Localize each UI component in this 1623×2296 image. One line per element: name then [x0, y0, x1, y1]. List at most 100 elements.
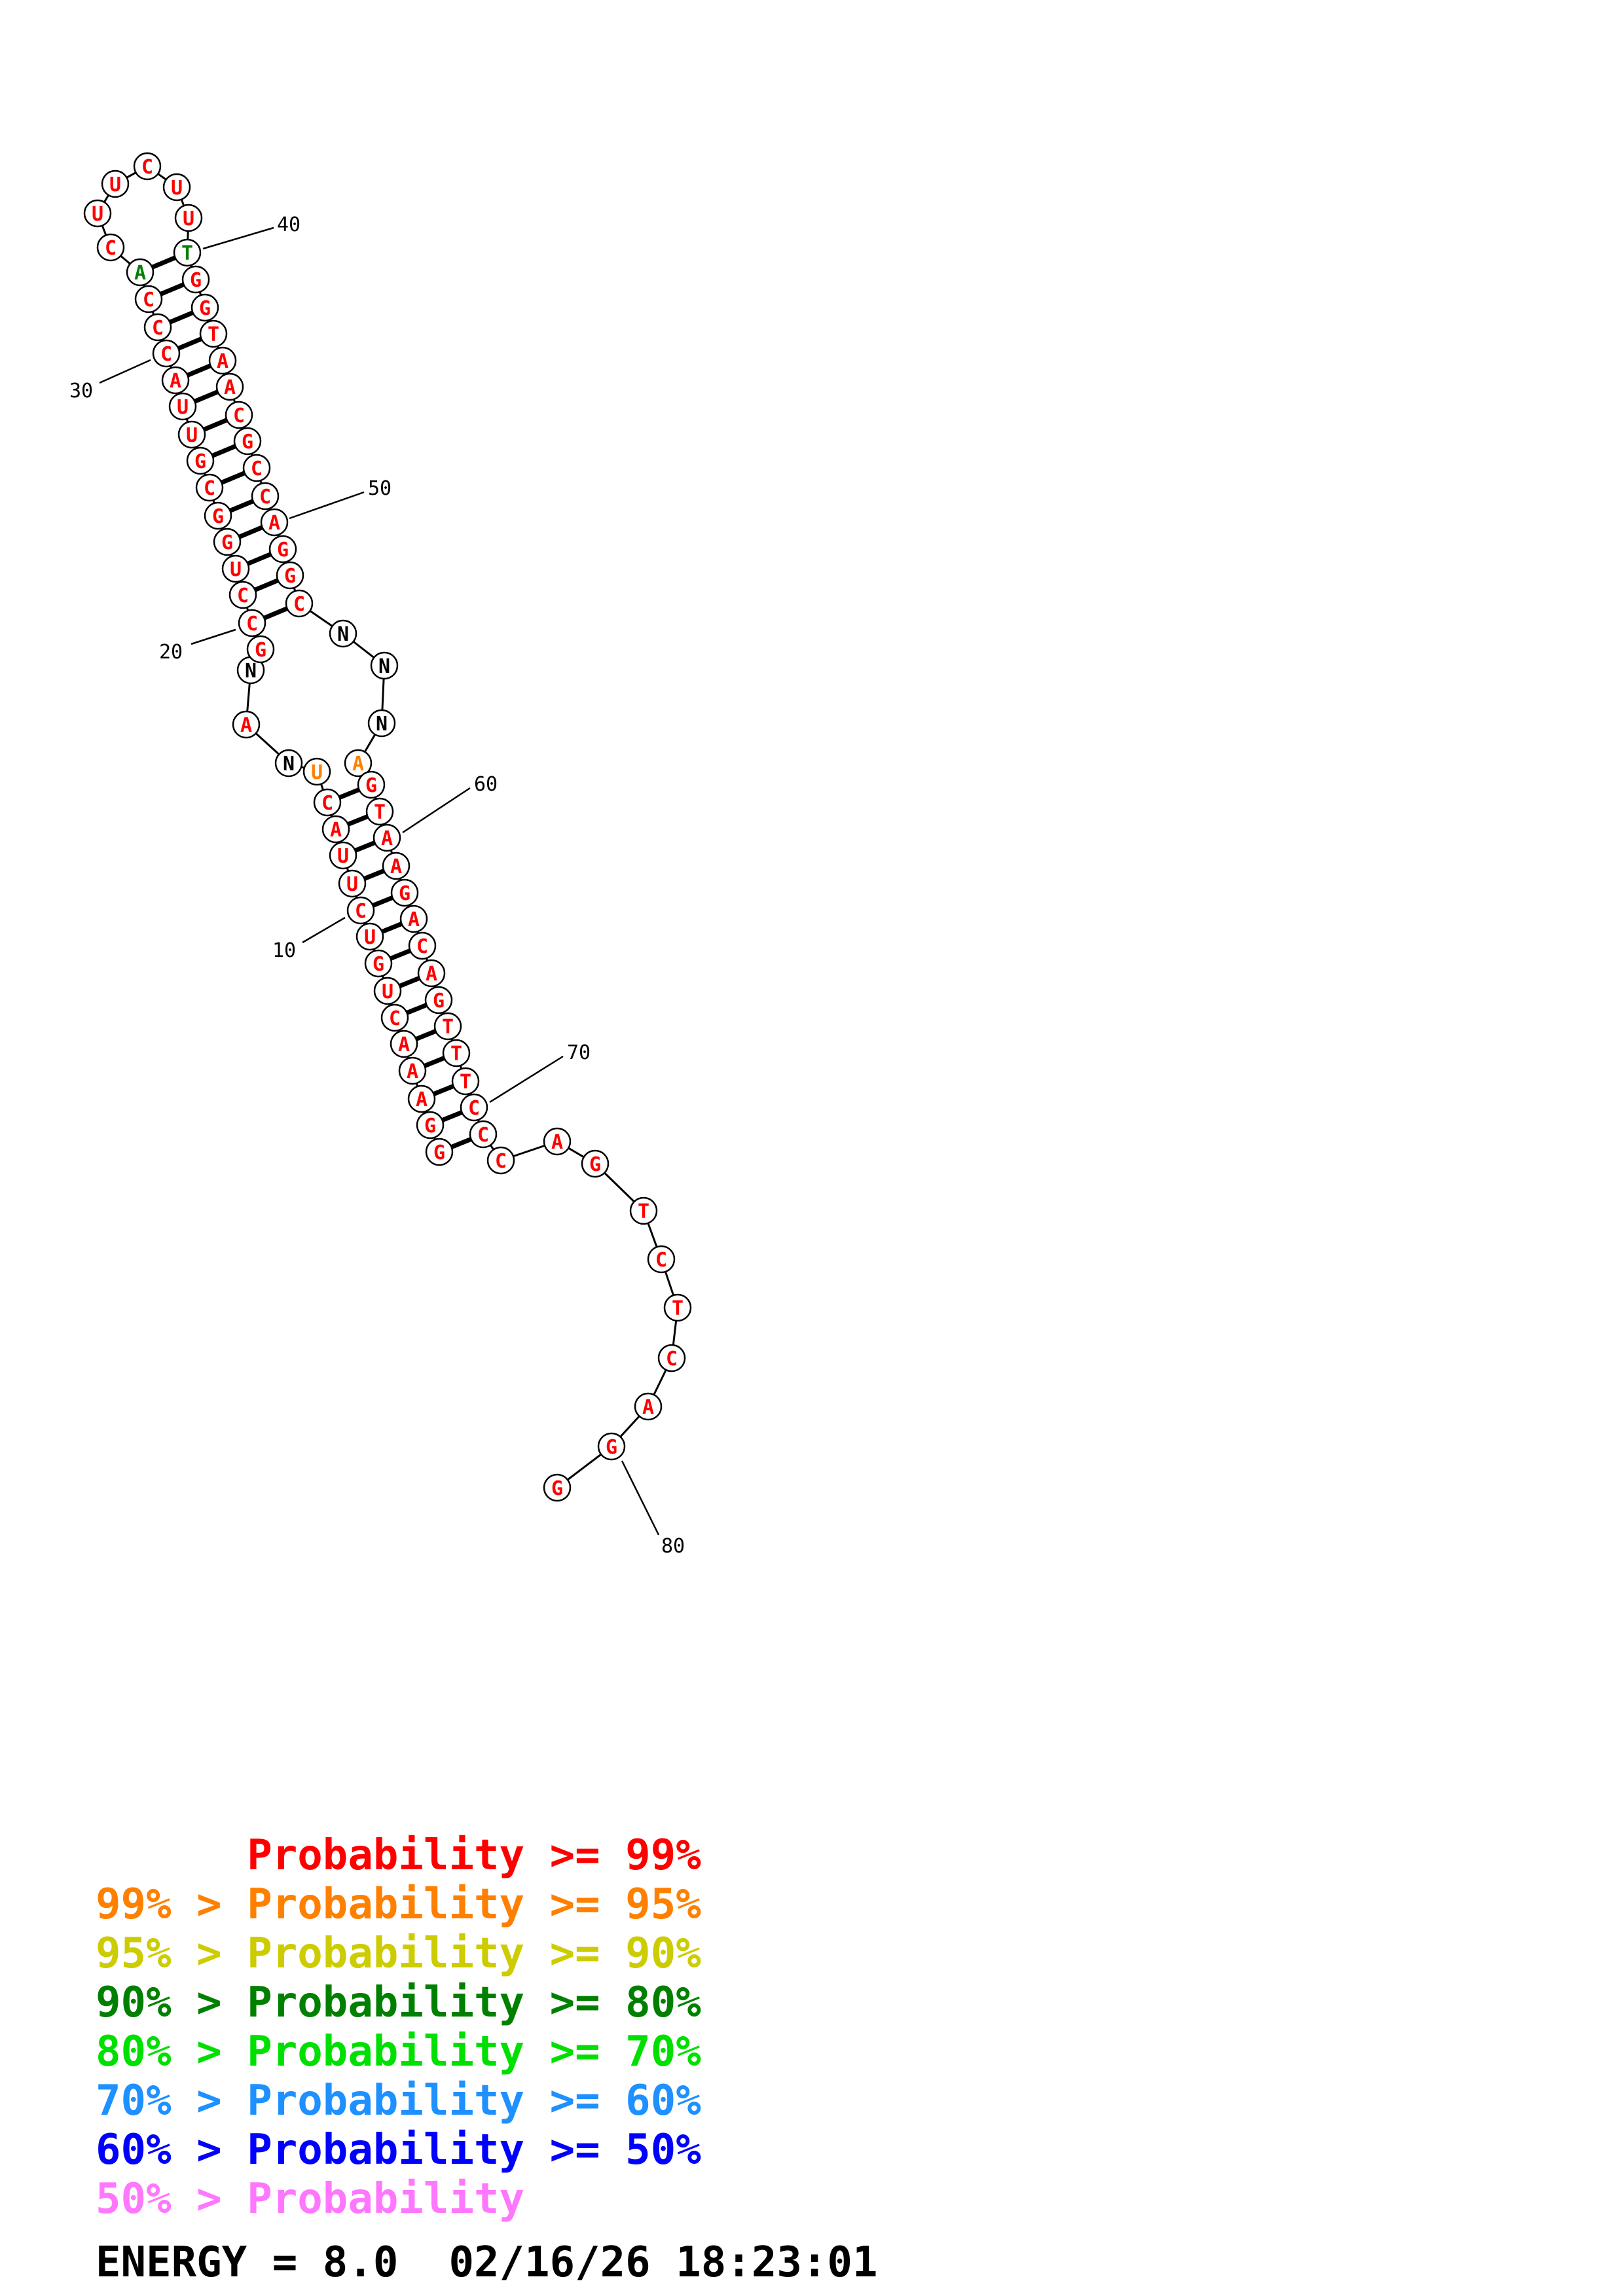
- nucleotide-circle: [370, 651, 399, 680]
- nucleotide-letter: G: [194, 450, 206, 473]
- nucleotide-circle: [581, 1149, 610, 1178]
- nucleotide-letter: T: [638, 1200, 649, 1223]
- nucleotide-letter: A: [240, 714, 252, 737]
- nucleotide-circle: [663, 1293, 692, 1322]
- nucleotide-circle: [321, 815, 350, 844]
- nucleotide-letter: C: [204, 477, 215, 500]
- nucleotide-letter: N: [378, 655, 390, 678]
- nucleotide-circle: [260, 508, 289, 537]
- nucleotide-letter: C: [233, 404, 245, 427]
- nucleotide-circle: [408, 931, 437, 960]
- nucleotide-circle: [356, 922, 384, 951]
- nucleotide-letter: N: [376, 713, 388, 736]
- nucleotide-letter: U: [186, 424, 198, 447]
- legend-row: 90% > Probability >= 80%: [96, 1979, 701, 2027]
- legend-row: 60% > Probability >= 50%: [96, 2126, 701, 2174]
- legend-row: Probability >= 99%: [96, 1831, 701, 1880]
- legend-row: 95% > Probability >= 90%: [96, 1929, 701, 1978]
- nucleotide-letter: T: [450, 1043, 462, 1066]
- nucleotide-letter: G: [433, 1141, 445, 1164]
- nucleotide-circle: [181, 265, 210, 294]
- nucleotide-circle: [425, 1138, 454, 1166]
- nucleotide-circle: [152, 339, 181, 368]
- nucleotide-letter: T: [181, 242, 193, 265]
- nucleotide-circle: [232, 710, 261, 739]
- nucleotide-letter: C: [355, 900, 367, 923]
- nucleotide-letter: A: [426, 963, 437, 986]
- nucleotide-letter: A: [416, 1088, 428, 1111]
- nucleotide-circle: [344, 749, 373, 778]
- legend: Probability >= 99% 99% > Probability >= …: [96, 1831, 701, 2224]
- nucleotide-letter: C: [251, 457, 263, 480]
- nucleotide-letter: C: [495, 1150, 507, 1173]
- nucleotide-letter: C: [237, 584, 249, 607]
- nucleotide-letter: U: [382, 980, 393, 1003]
- nucleotide-letter: A: [407, 1060, 418, 1083]
- legend-row: 70% > Probability >= 60%: [96, 2077, 701, 2125]
- nucleotide-letter: G: [190, 269, 202, 292]
- nucleotide-circle: [390, 878, 419, 907]
- nucleotide-letter: T: [442, 1016, 454, 1039]
- nucleotide-letter: A: [551, 1131, 563, 1154]
- nucleotide-letter: G: [255, 639, 266, 662]
- position-leader-line: [302, 916, 346, 944]
- nucleotide-letter: C: [666, 1348, 678, 1371]
- nucleotide-circle: [233, 427, 262, 456]
- nucleotide-letter: A: [170, 370, 181, 393]
- nucleotide-circle: [338, 869, 367, 898]
- nucleotide-letter: T: [374, 801, 386, 824]
- nucleotide-circle: [417, 959, 446, 988]
- nucleotide-letter: C: [160, 343, 172, 366]
- nucleotide-letter: A: [268, 512, 280, 535]
- nucleotide-circle: [215, 372, 244, 401]
- position-leader-line: [289, 491, 365, 520]
- position-leader-line: [99, 359, 151, 384]
- nucleotide-letter: G: [373, 953, 384, 976]
- nucleotide-circle: [329, 619, 357, 648]
- nucleotide-circle: [83, 199, 112, 228]
- nucleotide-circle: [367, 709, 396, 738]
- nucleotide-circle: [177, 420, 206, 449]
- nucleotide-circle: [162, 173, 191, 202]
- nucleotide-circle: [204, 501, 232, 530]
- nucleotide-circle: [364, 949, 393, 978]
- nucleotide-circle: [274, 749, 303, 778]
- nucleotide-letter: A: [224, 376, 236, 399]
- nucleotide-letter: T: [460, 1071, 471, 1094]
- nucleotide-letter: G: [365, 774, 377, 797]
- nucleotide-letter: A: [217, 350, 228, 373]
- nucleotide-letter: T: [672, 1297, 684, 1320]
- nucleotide-letter: A: [408, 908, 420, 931]
- nucleotide-circle: [173, 238, 202, 267]
- nucleotide-circle: [225, 401, 253, 429]
- nucleotide-circle: [543, 1473, 572, 1502]
- nucleotide-letter: G: [399, 882, 410, 905]
- nucleotide-circle: [126, 258, 155, 287]
- nucleotide-letter: U: [171, 177, 183, 200]
- nucleotide-letter: C: [152, 317, 164, 340]
- nucleotide-circle: [213, 528, 242, 556]
- nucleotide-letter: G: [589, 1153, 601, 1176]
- nucleotide-circle: [416, 1111, 445, 1139]
- nucleotide-circle: [469, 1120, 498, 1149]
- position-label: 80: [661, 1535, 685, 1558]
- nucleotide-letter: G: [221, 531, 233, 554]
- nucleotide-letter: A: [398, 1033, 410, 1056]
- nucleotide-letter: U: [346, 873, 358, 896]
- nucleotide-circle: [238, 609, 266, 637]
- nucleotide-circle: [195, 473, 224, 502]
- nucleotide-letter: U: [337, 845, 349, 868]
- nucleotide-circle: [382, 852, 410, 880]
- nucleotide-circle: [302, 757, 331, 786]
- nucleotide-letter: U: [109, 173, 121, 196]
- nucleotide-letter: A: [642, 1396, 654, 1419]
- nucleotide-letter: C: [105, 237, 117, 260]
- nucleotide-circle: [251, 482, 280, 511]
- nucleotide-letter: G: [551, 1477, 563, 1500]
- nucleotide-circle: [399, 905, 428, 933]
- position-label: 50: [368, 477, 392, 500]
- nucleotide-circle: [208, 346, 237, 375]
- nucleotide-letter: N: [337, 623, 349, 646]
- nucleotide-letter: N: [283, 753, 295, 776]
